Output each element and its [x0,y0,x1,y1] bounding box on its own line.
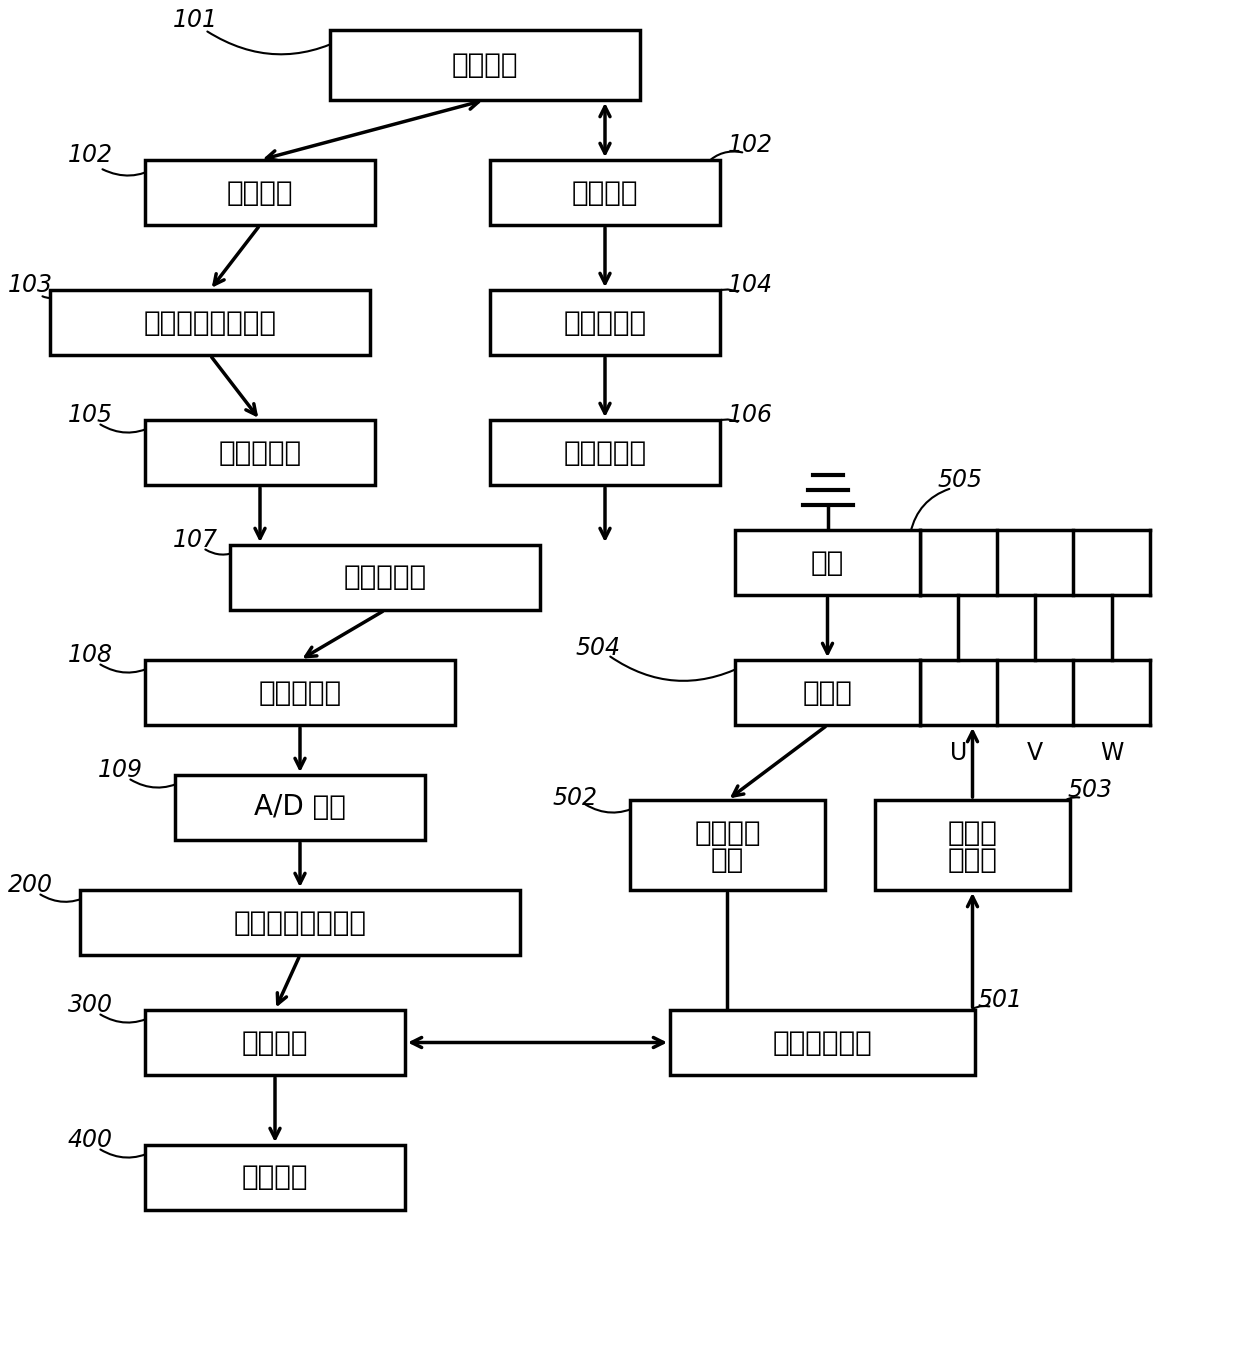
Text: 信号过滤器: 信号过滤器 [258,679,341,706]
Text: 105: 105 [67,403,113,428]
Text: 可编程逻辑控制器: 可编程逻辑控制器 [233,908,367,937]
Bar [81,891,520,955]
Bar [145,1009,405,1075]
Text: 505: 505 [937,469,982,492]
Text: 磁吸附件: 磁吸附件 [572,179,639,206]
Bar [670,1009,975,1075]
Text: 106: 106 [728,403,773,428]
Text: 电感式位移传感器: 电感式位移传感器 [144,309,277,336]
Text: 算单元: 算单元 [947,846,997,874]
Bar [630,800,825,891]
Text: 温度变送器: 温度变送器 [563,438,646,467]
Bar [145,160,374,225]
Text: 200: 200 [7,873,52,897]
Bar [735,530,920,596]
Text: 103: 103 [7,273,52,296]
Text: 位移变送器: 位移变送器 [218,438,301,467]
Bar [145,1145,405,1210]
Bar [490,419,720,485]
Text: 504: 504 [575,637,620,660]
Text: 数据采集卡: 数据采集卡 [343,564,427,591]
Text: 模块: 模块 [711,846,744,874]
Text: 102: 102 [728,133,773,157]
Bar [875,800,1070,891]
Text: 数控单元: 数控单元 [242,1164,309,1191]
Text: 电机: 电机 [811,549,844,576]
Text: 102: 102 [67,143,113,167]
Text: 数据计: 数据计 [947,820,997,847]
Text: 数控机床: 数控机床 [451,51,518,79]
Text: 108: 108 [67,643,113,667]
Bar [145,660,455,725]
Bar [330,30,640,100]
Text: 驱动器: 驱动器 [802,679,852,706]
Text: 501: 501 [977,988,1023,1012]
Text: 503: 503 [1068,779,1112,802]
Text: 温度补偿单元: 温度补偿单元 [773,1029,873,1056]
Text: 502: 502 [553,785,598,810]
Bar [50,290,370,355]
Text: V: V [1027,740,1043,765]
Bar [735,660,920,725]
Text: 104: 104 [728,273,773,296]
Text: 300: 300 [67,993,113,1018]
Text: U: U [950,740,967,765]
Bar [490,160,720,225]
Bar [175,775,425,840]
Text: 101: 101 [172,8,217,31]
Bar [490,290,720,355]
Text: 位置调整: 位置调整 [694,820,761,847]
Bar [229,545,539,611]
Bar [145,419,374,485]
Text: W: W [1100,740,1123,765]
Text: 109: 109 [98,758,143,781]
Text: 107: 107 [172,529,217,552]
Text: 温度传感器: 温度传感器 [563,309,646,336]
Text: A/D 接口: A/D 接口 [254,794,346,821]
Text: 400: 400 [67,1128,113,1152]
Text: 总线接口: 总线接口 [242,1029,309,1056]
Text: 磁吸附件: 磁吸附件 [227,179,293,206]
